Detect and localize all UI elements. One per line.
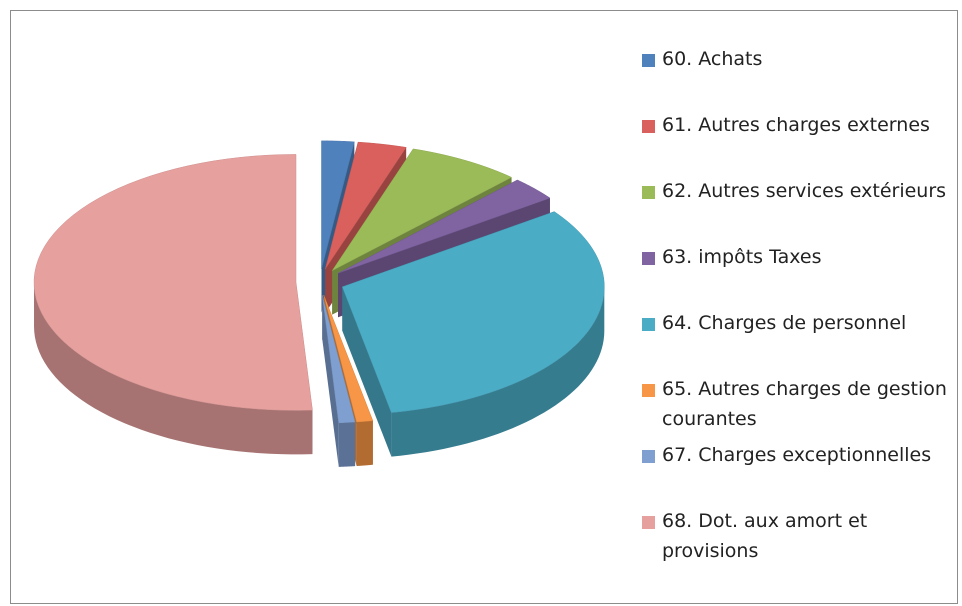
legend-entry: 65. Autres charges de gestion courantes	[640, 374, 950, 440]
slice	[321, 140, 355, 269]
legend-entry: 67. Charges exceptionnelles	[640, 440, 950, 506]
legend-label: 62. Autres services extérieurs	[662, 180, 947, 202]
legend-swatch	[642, 120, 655, 133]
legend-entry: 60. Achats	[640, 44, 950, 110]
legend-label: 68. Dot. aux amort et provisions	[662, 510, 868, 562]
slice-cut	[322, 295, 339, 467]
legend-swatch	[642, 450, 655, 463]
legend-label: 64. Charges de personnel	[662, 312, 907, 334]
legend-swatch	[642, 252, 655, 265]
legend-swatch	[642, 318, 655, 331]
slice-side	[356, 420, 373, 467]
legend-swatch	[642, 384, 655, 397]
slice	[332, 148, 513, 271]
legend-swatch	[642, 54, 655, 67]
legend-entry: 63. impôts Taxes	[640, 242, 950, 308]
legend-label: 67. Charges exceptionnelles	[662, 444, 932, 466]
legend-label: 65. Autres charges de gestion courantes	[662, 378, 947, 430]
legend-entry: 64. Charges de personnel	[640, 308, 950, 374]
slice	[33, 154, 313, 411]
legend: 60. Achats 61. Autres charges externes 62.…	[640, 44, 950, 572]
legend-entry: 62. Autres services extérieurs	[640, 176, 950, 242]
slice	[341, 211, 605, 413]
slice	[322, 295, 356, 424]
slice-cut	[342, 286, 392, 457]
slice	[323, 294, 374, 423]
legend-label: 60. Achats	[662, 48, 763, 70]
slice-side	[34, 282, 313, 455]
legend-swatch	[642, 186, 655, 199]
legend-label: 61. Autres charges externes	[662, 114, 930, 136]
legend-swatch	[642, 516, 655, 529]
slice-side	[391, 286, 605, 457]
legend-label: 63. impôts Taxes	[662, 246, 822, 268]
slice-side	[338, 422, 356, 467]
slice	[337, 179, 551, 274]
chart-frame	[10, 10, 958, 604]
slice	[324, 141, 407, 270]
legend-entry: 68. Dot. aux amort et provisions	[640, 506, 950, 572]
legend-entry: 61. Autres charges externes	[640, 110, 950, 176]
